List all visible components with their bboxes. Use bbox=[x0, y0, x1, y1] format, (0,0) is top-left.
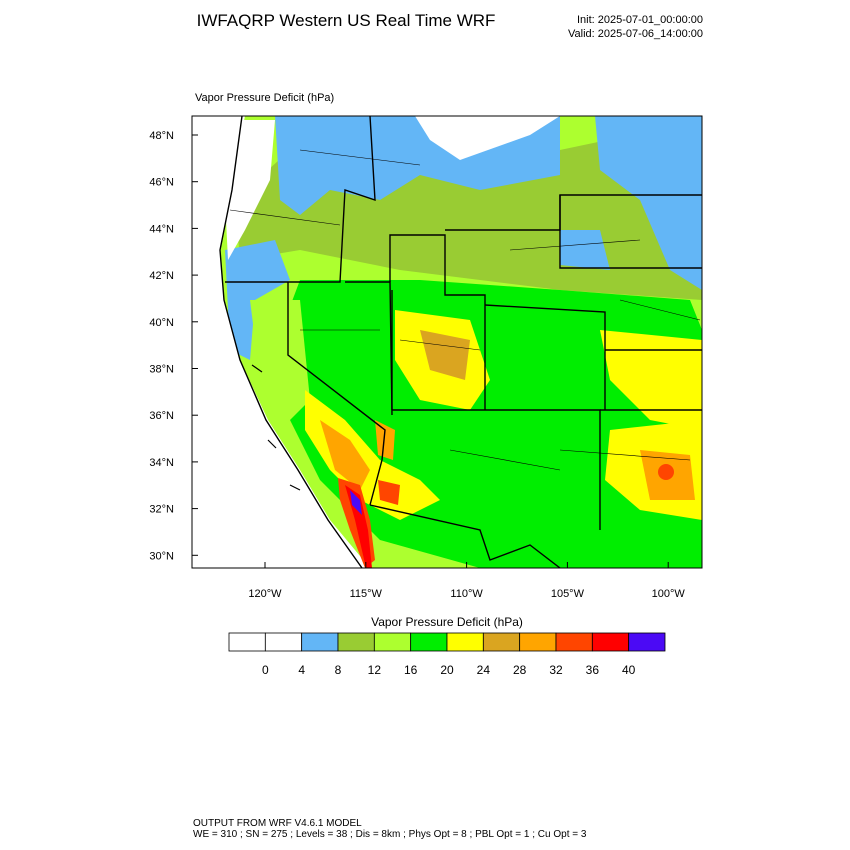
colorbar-box bbox=[264, 632, 303, 652]
colorbar-label: 40 bbox=[622, 663, 636, 677]
lon-label: 120°W bbox=[248, 588, 282, 600]
colorbar-label: 24 bbox=[477, 663, 491, 677]
map bbox=[192, 116, 702, 568]
colorbar-box bbox=[591, 632, 630, 652]
lat-label: 32°N bbox=[149, 504, 174, 516]
footer-line: OUTPUT FROM WRF V4.6.1 MODEL bbox=[193, 818, 362, 829]
colorbar-box bbox=[446, 632, 484, 652]
colorbar-label: 20 bbox=[440, 663, 454, 677]
colorbar-label: 0 bbox=[262, 663, 269, 677]
lat-label: 36°N bbox=[149, 410, 174, 422]
lon-label: 105°W bbox=[551, 588, 585, 600]
axis-labels: 48°N 46°N 44°N 42°N 40°N 38°N 36°N 34°N 32°N 30°N… bbox=[149, 130, 685, 600]
colorbar-label: 28 bbox=[513, 663, 527, 677]
lat-label: 44°N bbox=[149, 223, 174, 235]
lon-label: 100°W bbox=[652, 588, 686, 600]
colorbar: 0 4 8 12 16 20 24 28 32 36 40 bbox=[228, 632, 666, 677]
colorbar-box bbox=[337, 632, 375, 652]
lat-label: 38°N bbox=[149, 364, 174, 376]
map-frame bbox=[191, 115, 703, 569]
colorbar-label: 4 bbox=[298, 663, 305, 677]
colorbar-box bbox=[628, 632, 666, 652]
colorbar-box bbox=[482, 632, 521, 652]
colorbar-box bbox=[373, 632, 412, 652]
colorbar-label: 36 bbox=[586, 663, 600, 677]
colorbar-title: Vapor Pressure Deficit (hPa) bbox=[371, 615, 523, 629]
colorbar-label: 32 bbox=[549, 663, 563, 677]
colorbar-box bbox=[301, 632, 339, 652]
lat-label: 40°N bbox=[149, 317, 174, 329]
footer-line: WE = 310 ; SN = 275 ; Levels = 38 ; Dis … bbox=[193, 829, 587, 840]
lon-label: 115°W bbox=[350, 588, 383, 600]
colorbar-label: 16 bbox=[404, 663, 418, 677]
lat-label: 42°N bbox=[149, 270, 174, 282]
plot-label: Vapor Pressure Deficit (hPa) bbox=[195, 92, 334, 104]
colorbar-box bbox=[555, 632, 593, 652]
colorbar-box bbox=[519, 632, 557, 652]
colorbar-label: 12 bbox=[368, 663, 382, 677]
colorbar-box bbox=[228, 632, 266, 652]
lat-label: 46°N bbox=[149, 177, 174, 189]
title: IWFAQRP Western US Real Time WRF bbox=[197, 11, 496, 30]
lon-label: 110°W bbox=[450, 588, 483, 600]
lat-label: 30°N bbox=[149, 550, 174, 562]
lat-label: 34°N bbox=[149, 457, 174, 469]
init-time: Init: 2025-07-01_00:00:00 bbox=[577, 14, 703, 26]
valid-time: Valid: 2025-07-06_14:00:00 bbox=[568, 28, 703, 40]
colorbar-box bbox=[410, 632, 448, 652]
colorbar-label: 8 bbox=[335, 663, 342, 677]
lat-label: 48°N bbox=[149, 130, 174, 142]
